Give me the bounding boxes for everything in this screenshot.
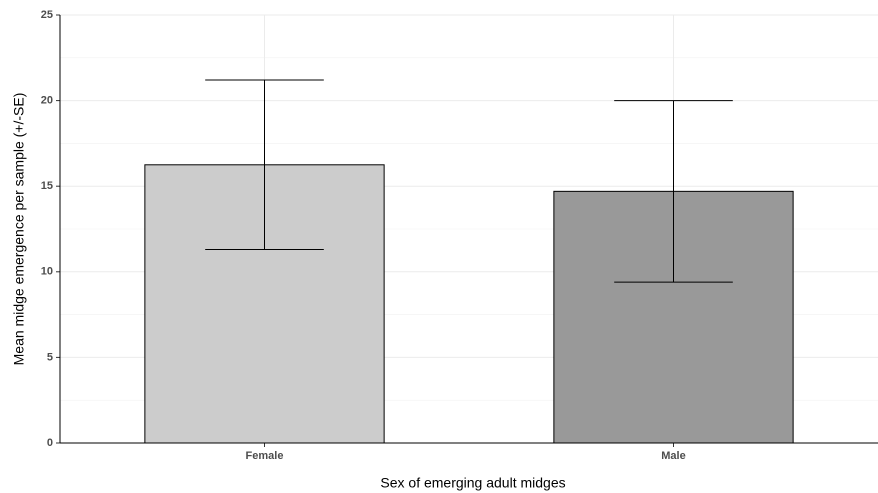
x-tick-label: Male [661, 450, 685, 462]
y-tick-label: 10 [41, 266, 53, 278]
y-tick-label: 0 [47, 437, 53, 449]
y-tick-label: 15 [41, 180, 53, 192]
y-tick-label: 25 [41, 9, 53, 21]
y-axis-title: Mean midge emergence per sample (+/-SE) [11, 93, 27, 366]
y-tick-label: 20 [41, 95, 53, 107]
x-tick-label: Female [246, 450, 284, 462]
y-tick-label: 5 [47, 351, 53, 363]
x-axis-title: Sex of emerging adult midges [380, 475, 565, 491]
